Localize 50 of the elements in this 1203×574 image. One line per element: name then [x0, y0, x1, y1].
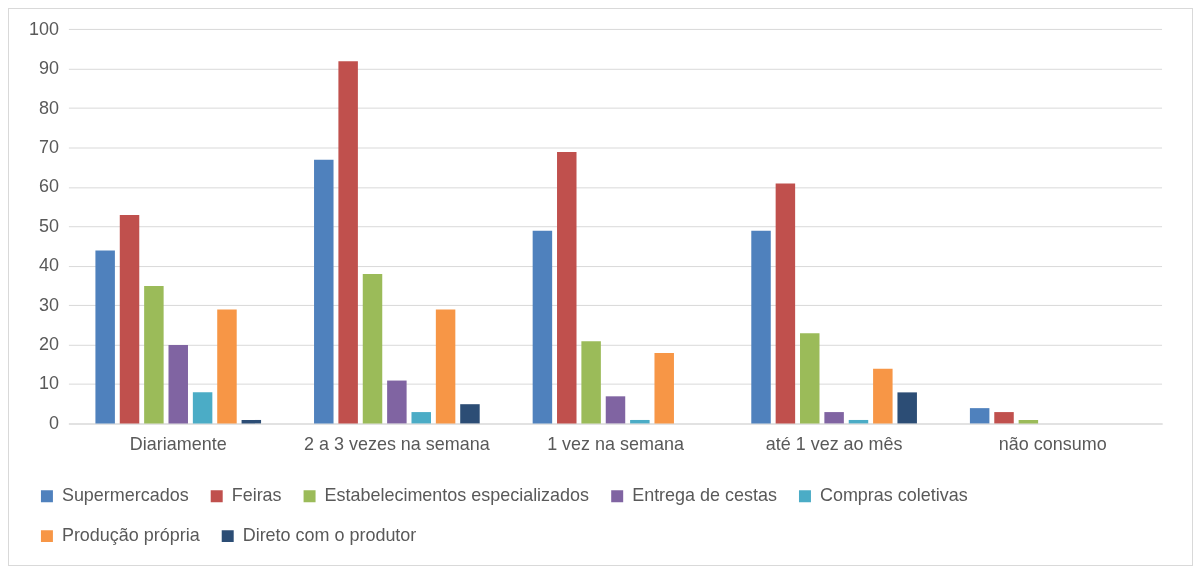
bar: [824, 412, 844, 424]
bar: [168, 345, 188, 424]
legend-label: Compras coletivas: [819, 485, 968, 506]
bar: [557, 151, 577, 424]
bar: [800, 333, 820, 424]
bar: [605, 396, 626, 424]
bar: [630, 419, 650, 424]
bar: [192, 392, 213, 424]
bar: [532, 230, 553, 424]
bar: [411, 412, 431, 424]
bar: [338, 61, 358, 424]
bar: [95, 250, 115, 424]
y-tick-label: 100: [28, 18, 59, 39]
legend-label: Feiras: [231, 485, 282, 506]
bar: [751, 230, 771, 424]
y-tick-label: 80: [38, 97, 59, 118]
bar: [969, 408, 990, 424]
x-tick-label: não consumo: [998, 433, 1107, 454]
y-tick-label: 60: [38, 176, 59, 197]
y-tick-label: 0: [48, 412, 59, 433]
legend-label: Produção própria: [61, 525, 200, 546]
y-tick-label: 10: [38, 373, 59, 394]
y-tick-label: 40: [38, 255, 59, 276]
bar: [435, 309, 456, 424]
y-tick-label: 30: [38, 294, 59, 315]
x-tick-label: até 1 vez ao mês: [765, 433, 903, 454]
bar: [994, 412, 1014, 424]
legend-label: Estabelecimentos especializados: [324, 485, 590, 506]
bar: [873, 368, 893, 424]
bar: [362, 274, 383, 424]
x-tick-label: Diariamente: [129, 433, 227, 454]
x-tick-label: 1 vez na semana: [547, 433, 684, 454]
bar: [775, 183, 796, 424]
bar: [119, 214, 140, 424]
bar: [217, 309, 237, 424]
bar: [144, 285, 164, 424]
bar: [654, 352, 674, 424]
legend-label: Direto com o produtor: [242, 525, 417, 546]
bar: [897, 392, 917, 424]
y-tick-label: 70: [38, 136, 59, 157]
y-tick-label: 90: [38, 58, 59, 79]
x-tick-label: 2 a 3 vezes na semana: [304, 433, 490, 454]
bar: [460, 404, 480, 424]
bar: [581, 341, 601, 424]
y-tick-label: 20: [38, 334, 59, 355]
bar: [314, 159, 334, 424]
y-tick-label: 50: [38, 215, 59, 236]
legend-label: Supermercados: [61, 485, 189, 506]
legend-label: Entrega de cestas: [632, 485, 777, 506]
bar: [387, 380, 407, 424]
